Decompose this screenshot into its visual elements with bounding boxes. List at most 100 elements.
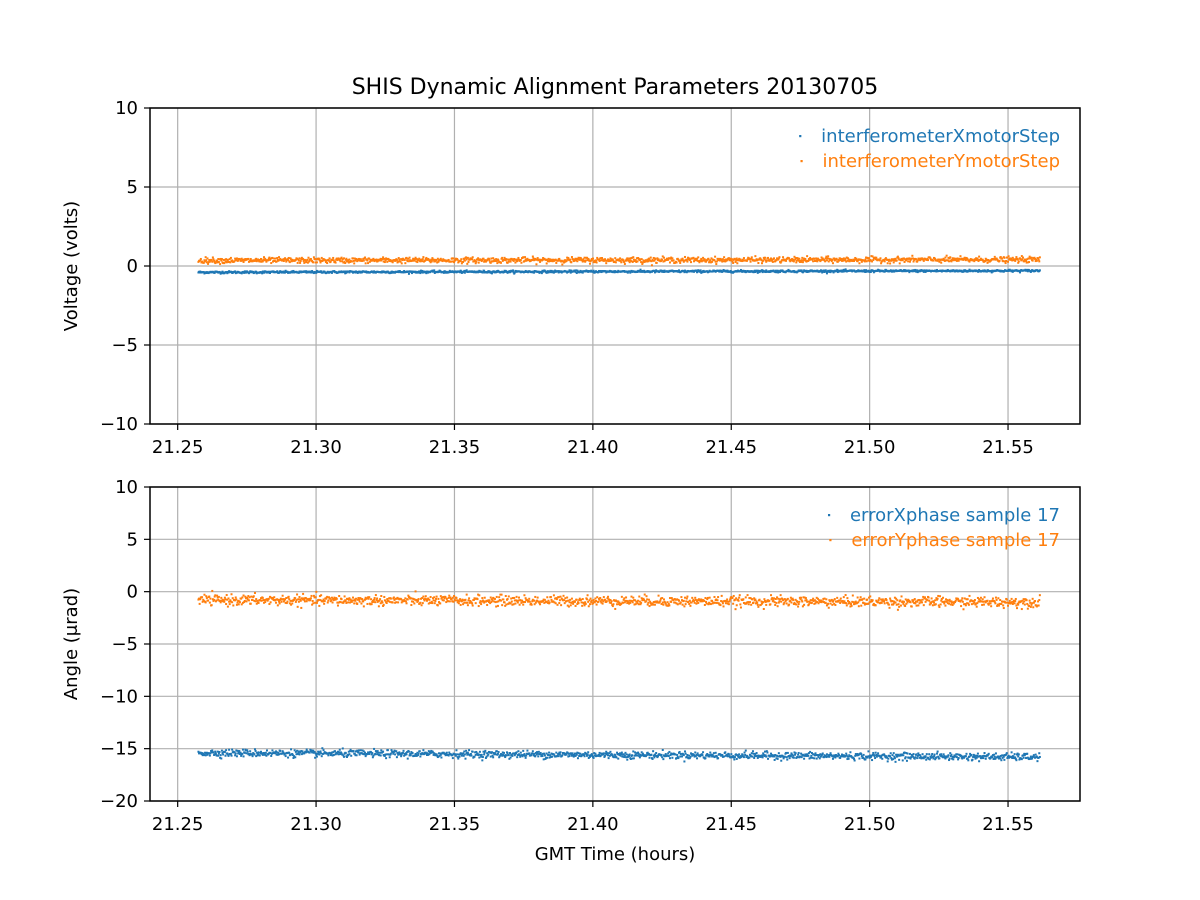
data-point <box>764 256 767 259</box>
data-point <box>654 754 657 757</box>
data-point <box>607 595 610 598</box>
data-point <box>934 258 937 261</box>
data-point <box>1028 261 1031 264</box>
data-point <box>199 598 202 601</box>
data-point <box>334 261 337 264</box>
data-point <box>902 754 905 757</box>
data-point <box>718 259 721 262</box>
data-point <box>714 255 717 258</box>
data-point <box>780 759 783 762</box>
data-point <box>220 259 223 262</box>
data-point <box>481 597 484 600</box>
data-point <box>463 269 466 272</box>
data-point <box>749 260 752 263</box>
data-point <box>794 753 797 756</box>
data-point <box>451 260 454 263</box>
data-point <box>501 751 504 754</box>
data-point <box>998 259 1001 262</box>
data-point <box>247 257 250 260</box>
data-point <box>434 599 437 602</box>
data-point <box>997 757 1000 760</box>
data-point <box>978 268 981 271</box>
data-point <box>292 269 295 272</box>
data-point <box>330 753 333 756</box>
data-point <box>676 753 679 756</box>
data-point <box>492 257 495 260</box>
data-point <box>510 257 513 260</box>
data-point <box>856 260 859 263</box>
data-point <box>429 751 432 754</box>
data-point <box>498 596 501 599</box>
legend-marker <box>800 160 803 163</box>
data-point <box>433 596 436 599</box>
data-point <box>745 259 748 262</box>
data-point <box>821 753 824 756</box>
data-point <box>219 601 222 604</box>
data-point <box>201 596 204 599</box>
data-point <box>520 261 523 264</box>
data-point <box>800 756 803 759</box>
data-point <box>1025 757 1028 760</box>
data-point <box>945 259 948 262</box>
data-point <box>587 605 590 608</box>
data-point <box>947 754 950 757</box>
data-point <box>617 752 620 755</box>
data-point <box>759 754 762 757</box>
data-point <box>483 269 486 272</box>
data-point <box>373 597 376 600</box>
data-point <box>593 601 596 604</box>
data-point <box>261 272 264 275</box>
data-point <box>754 255 757 258</box>
data-point <box>914 268 917 271</box>
data-point <box>776 757 779 760</box>
data-point <box>391 260 394 263</box>
data-point <box>869 259 872 262</box>
data-point <box>652 750 655 753</box>
data-point <box>447 258 450 261</box>
data-point <box>421 258 424 261</box>
data-point <box>631 260 634 263</box>
data-point <box>366 753 369 756</box>
data-point <box>695 259 698 262</box>
data-point <box>825 270 828 273</box>
data-point <box>1034 756 1037 759</box>
data-point <box>706 753 709 756</box>
data-point <box>628 599 631 602</box>
data-point <box>303 261 306 264</box>
data-point <box>555 597 558 600</box>
data-point <box>1038 256 1041 259</box>
data-point <box>537 755 540 758</box>
data-point <box>777 271 780 274</box>
data-point <box>493 753 496 756</box>
legend-label: interferometerXmotorStep <box>821 126 1060 147</box>
data-point <box>803 259 806 262</box>
data-point <box>275 260 278 263</box>
data-point <box>361 749 364 752</box>
data-point <box>368 257 371 260</box>
data-point <box>463 271 466 274</box>
data-point <box>920 757 923 760</box>
data-point <box>395 750 398 753</box>
data-point <box>492 756 495 759</box>
data-point <box>931 753 934 756</box>
data-point <box>718 257 721 260</box>
data-point <box>371 756 374 759</box>
data-point <box>319 750 322 753</box>
data-point <box>397 752 400 755</box>
data-point <box>424 597 427 600</box>
data-point <box>519 755 522 758</box>
data-point <box>878 259 881 262</box>
data-point <box>1003 758 1006 761</box>
data-point <box>582 258 585 261</box>
data-point <box>370 598 373 601</box>
data-point <box>738 259 741 262</box>
data-point <box>610 601 613 604</box>
data-point <box>804 258 807 261</box>
data-point <box>546 258 549 261</box>
data-point <box>452 257 455 260</box>
data-point <box>1035 259 1038 262</box>
data-point <box>342 257 345 260</box>
data-point <box>686 260 689 263</box>
data-point <box>508 752 511 755</box>
data-point <box>528 597 531 600</box>
